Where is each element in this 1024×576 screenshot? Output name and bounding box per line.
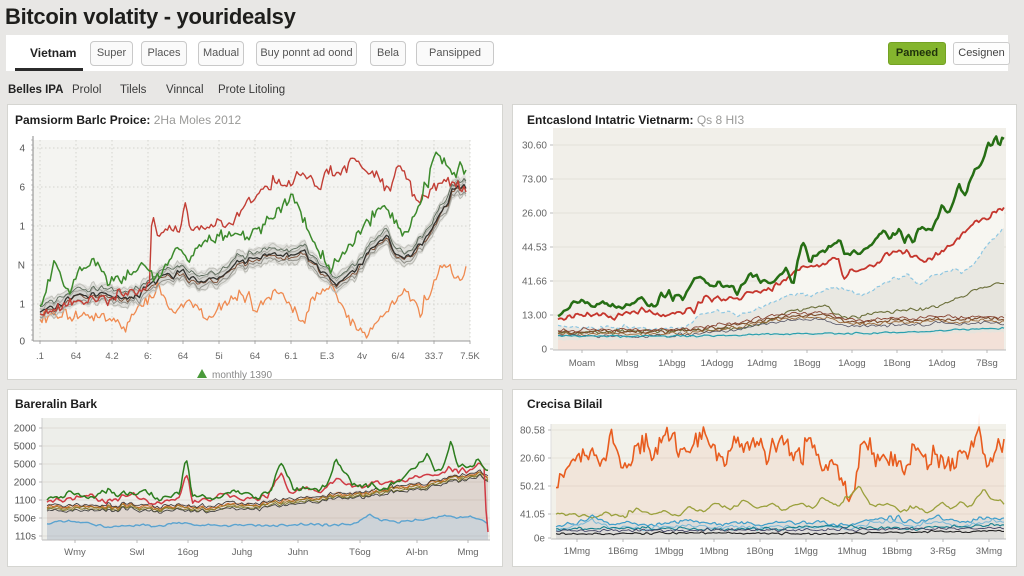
svg-text:64: 64 bbox=[178, 351, 189, 362]
svg-text:Al-bn: Al-bn bbox=[406, 547, 428, 558]
svg-text:73.00: 73.00 bbox=[522, 175, 547, 186]
svg-text:1: 1 bbox=[19, 222, 25, 233]
svg-text:Wmy: Wmy bbox=[64, 547, 86, 558]
svg-text:3-R5g: 3-R5g bbox=[930, 546, 956, 557]
svg-text:5i: 5i bbox=[215, 351, 222, 362]
svg-text:20.60: 20.60 bbox=[520, 454, 545, 465]
svg-text:64: 64 bbox=[250, 351, 261, 362]
svg-text:1Adogg: 1Adogg bbox=[701, 358, 734, 369]
svg-text:1Mmg: 1Mmg bbox=[564, 546, 590, 557]
svg-text:30.60: 30.60 bbox=[522, 141, 547, 152]
svg-text:1Aogg: 1Aogg bbox=[838, 358, 865, 369]
svg-text:1B0ng: 1B0ng bbox=[746, 546, 773, 557]
svg-text:50.21: 50.21 bbox=[520, 482, 545, 493]
svg-text:1Adog: 1Adog bbox=[928, 358, 955, 369]
svg-text:26.00: 26.00 bbox=[522, 209, 547, 220]
svg-text:80.58: 80.58 bbox=[520, 426, 545, 437]
svg-text:Juhg: Juhg bbox=[232, 547, 253, 558]
svg-text:5000: 5000 bbox=[14, 460, 37, 471]
svg-text:E.3: E.3 bbox=[320, 351, 334, 362]
svg-text:1Bogg: 1Bogg bbox=[793, 358, 820, 369]
svg-text:6:: 6: bbox=[144, 351, 152, 362]
svg-text:0e: 0e bbox=[534, 534, 546, 545]
svg-text:0: 0 bbox=[19, 337, 25, 348]
svg-text:Swl: Swl bbox=[129, 547, 144, 558]
svg-text:16og: 16og bbox=[177, 547, 198, 558]
svg-text:6.1: 6.1 bbox=[284, 351, 297, 362]
svg-text:4: 4 bbox=[19, 144, 25, 155]
svg-text:1Bong: 1Bong bbox=[883, 358, 910, 369]
svg-text:1Mbng: 1Mbng bbox=[699, 546, 728, 557]
svg-text:1100: 1100 bbox=[14, 496, 36, 507]
svg-text:1Mgg: 1Mgg bbox=[794, 546, 818, 557]
svg-text:Mbsg: Mbsg bbox=[615, 358, 638, 369]
svg-text:13.00: 13.00 bbox=[522, 311, 547, 322]
svg-text:1Admg: 1Admg bbox=[747, 358, 777, 369]
svg-text:7.5K: 7.5K bbox=[460, 351, 480, 362]
svg-text:5000: 5000 bbox=[14, 442, 37, 453]
svg-text:7Bsg: 7Bsg bbox=[976, 358, 998, 369]
svg-text:1Abgg: 1Abgg bbox=[658, 358, 685, 369]
svg-text:1Bbmg: 1Bbmg bbox=[882, 546, 912, 557]
svg-text:2000: 2000 bbox=[14, 424, 37, 435]
svg-text:Juhn: Juhn bbox=[288, 547, 309, 558]
svg-text:41.66: 41.66 bbox=[522, 277, 547, 288]
svg-text:monthly 1390: monthly 1390 bbox=[212, 370, 272, 381]
svg-text:6: 6 bbox=[19, 183, 25, 194]
svg-text:33.7: 33.7 bbox=[425, 351, 444, 362]
svg-text:6/4: 6/4 bbox=[391, 351, 404, 362]
svg-text:N: N bbox=[18, 261, 25, 272]
svg-text:1Mbgg: 1Mbgg bbox=[654, 546, 683, 557]
svg-text:T6og: T6og bbox=[349, 547, 371, 558]
svg-text:.1: .1 bbox=[36, 351, 44, 362]
svg-text:4.2: 4.2 bbox=[105, 351, 118, 362]
svg-text:4v: 4v bbox=[357, 351, 367, 362]
svg-text:1B6mg: 1B6mg bbox=[608, 546, 638, 557]
svg-text:1Mhug: 1Mhug bbox=[837, 546, 866, 557]
svg-text:110s: 110s bbox=[15, 532, 36, 543]
svg-text:Mmg: Mmg bbox=[457, 547, 478, 558]
svg-text:41.05: 41.05 bbox=[520, 510, 545, 521]
svg-text:2000: 2000 bbox=[14, 478, 37, 489]
svg-text:Moam: Moam bbox=[569, 358, 595, 369]
svg-text:3Mmg: 3Mmg bbox=[976, 546, 1002, 557]
svg-text:1: 1 bbox=[19, 300, 25, 311]
svg-text:44.53: 44.53 bbox=[522, 243, 547, 254]
svg-text:0: 0 bbox=[541, 345, 547, 356]
svg-text:500e: 500e bbox=[14, 514, 37, 525]
svg-text:64: 64 bbox=[71, 351, 82, 362]
